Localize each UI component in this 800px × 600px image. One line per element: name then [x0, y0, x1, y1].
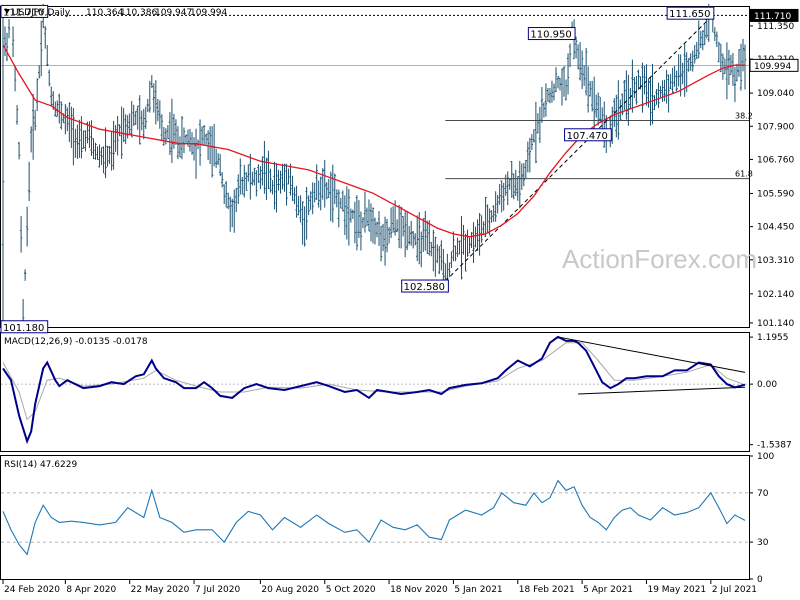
rsi-panel-frame	[0, 455, 750, 580]
x-tick-label: 5 Apr 2021	[583, 585, 633, 595]
ohlc-open: 110.364	[86, 8, 123, 18]
price-y-tick-label: 107.900	[757, 122, 794, 132]
x-axis: 24 Feb 2020 8 Apr 2020 22 May 2020 7 Jul 20…	[2, 579, 757, 595]
price-y-tick-label: 101.140	[757, 319, 794, 329]
price-annotation-box	[564, 128, 612, 142]
ohlc-close: 109.994	[190, 8, 227, 18]
watermark: ActionForex.com	[562, 244, 757, 274]
price-header: USDJPY,Daily 110.364 110.386 109.947 109…	[4, 8, 227, 18]
ohlc-low: 109.947	[155, 8, 192, 18]
fib-level-label: 61.8	[735, 170, 753, 179]
x-tick-label: 5 Jan 2021	[454, 585, 502, 595]
price-annotation-box	[401, 279, 449, 293]
x-tick-label: 18 Feb 2021	[519, 585, 575, 595]
x-tick-label: 18 Nov 2020	[390, 585, 448, 595]
moving-average	[2, 44, 745, 238]
price-side-tag-label: 111.710	[754, 12, 791, 22]
price-y-tick-label: 104.450	[757, 223, 794, 233]
x-tick-label: 5 Oct 2020	[326, 585, 376, 595]
price-annotation-box	[0, 4, 49, 18]
price-bars	[1, 3, 747, 334]
price-side-tag	[749, 58, 799, 72]
price-annotation-label: 101.180	[3, 323, 44, 334]
collapse-triangle-icon[interactable]	[4, 9, 10, 14]
price-annotation-box	[527, 27, 576, 41]
x-tick-label: 8 Apr 2020	[66, 585, 116, 595]
rsi-y-tick-label: 30	[757, 538, 769, 548]
price-annotation-label: 111.710	[3, 7, 44, 18]
rsi-y-axis: 100 70 30 0	[749, 452, 774, 585]
rsi-title: RSI(14) 47.6229	[4, 460, 77, 470]
price-annotation-box	[666, 6, 715, 20]
price-annotation-label: 111.650	[669, 9, 710, 20]
rsi-line	[1, 479, 749, 556]
price-side-tag-label: 109.994	[754, 62, 791, 72]
price-side-labels: 111.710 109.994	[749, 8, 799, 72]
price-y-tick-label: 111.350	[757, 22, 794, 32]
macd-lines	[1, 335, 749, 445]
price-side-tag	[749, 8, 799, 22]
macd-title: MACD(12,26,9) -0.0135 -0.0178	[4, 337, 148, 347]
fib-level-label: 38.2	[735, 111, 753, 120]
price-y-tick-label: 109.040	[757, 89, 794, 99]
x-tick-label: 20 Aug 2020	[261, 585, 319, 595]
price-annotation-label: 102.580	[404, 282, 445, 293]
price-panel-frame	[0, 6, 750, 328]
macd-trendline	[557, 336, 746, 373]
price-annotation-box	[0, 320, 49, 334]
x-tick-label: 24 Feb 2020	[4, 585, 60, 595]
rsi-main-line	[2, 479, 746, 556]
moving-average-line	[2, 44, 745, 238]
price-y-tick-label: 103.310	[757, 256, 794, 266]
macd-y-axis: 1.1955 0.00 -1.5387	[749, 333, 792, 451]
rsi-y-tick-label: 70	[757, 489, 769, 499]
macd-main-line	[2, 335, 746, 445]
rsi-y-tick-label: 0	[757, 575, 763, 585]
x-tick-label: 22 May 2020	[131, 585, 190, 595]
price-trendlines	[445, 16, 712, 282]
macd-y-tick-label: 0.00	[757, 380, 777, 390]
price-y-tick-label: 105.590	[757, 189, 794, 199]
price-trendline	[445, 16, 712, 282]
price-annotation-label: 110.950	[530, 30, 571, 41]
price-y-tick-label: 106.760	[757, 155, 794, 165]
price-annotation-label: 107.470	[567, 131, 608, 142]
x-tick-label: 19 May 2021	[647, 585, 706, 595]
x-tick-label: 7 Jul 2020	[195, 585, 240, 595]
price-y-tick-label: 102.140	[757, 290, 794, 300]
macd-y-tick-label: -1.5387	[757, 441, 792, 451]
ohlc-high: 110.386	[120, 8, 157, 18]
x-tick-label: 2 Jul 2021	[712, 585, 757, 595]
chart-title: USDJPY,Daily	[12, 8, 71, 18]
rsi-y-tick-label: 100	[757, 452, 774, 462]
macd-trendline	[578, 386, 746, 395]
macd-y-tick-label: 1.1955	[757, 333, 789, 343]
price-annotations: 111.710 101.180 102.580 110.950 107.470 111.6…	[0, 4, 715, 334]
price-guides: 38.2 61.8	[1, 14, 753, 180]
